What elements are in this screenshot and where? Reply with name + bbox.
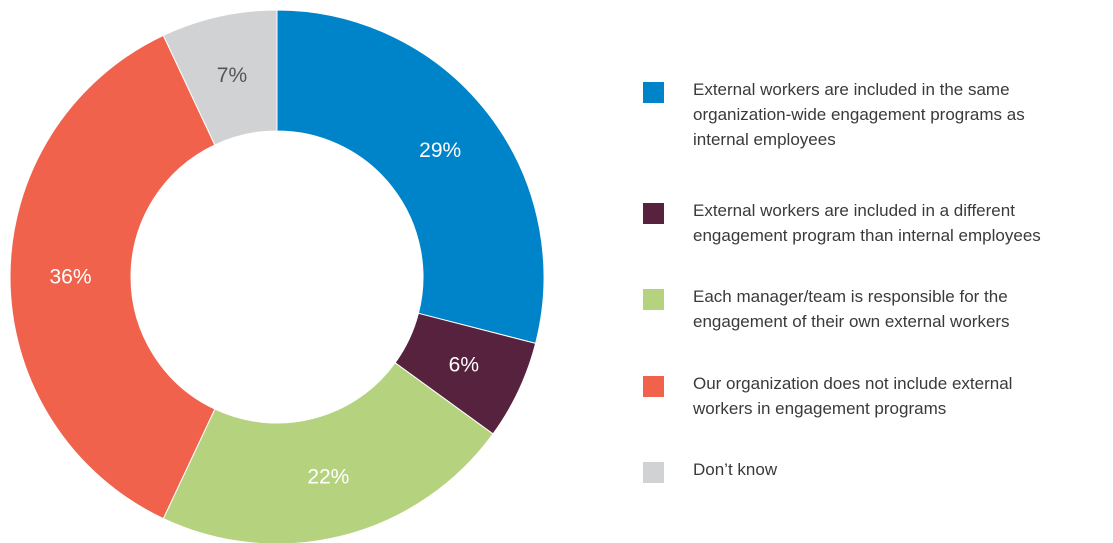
data-label-not-included: 36% (49, 266, 91, 289)
legend-label: Don’t know (693, 457, 1113, 482)
data-label-dont-know: 7% (217, 64, 247, 87)
donut-slice-same-program (276, 9, 545, 345)
data-label-manager-responsible: 22% (307, 466, 349, 489)
legend-label-line: Don’t know (693, 460, 778, 479)
legend-label: External workers are included in the sam… (693, 77, 1113, 152)
legend-swatch (643, 82, 664, 103)
legend-label: Our organization does not include extern… (693, 371, 1113, 421)
legend-label-line: External workers are included in a diffe… (693, 201, 1015, 220)
donut-slice-not-included (9, 34, 216, 520)
legend-swatch (643, 462, 664, 483)
donut-slice-dont-know (162, 9, 278, 146)
legend-label: External workers are included in a diffe… (693, 198, 1113, 248)
legend-label-line: Our organization does not include extern… (693, 374, 1013, 393)
donut-plot: 29% 6% 22% 36% 7% (9, 9, 545, 543)
legend-swatch (643, 376, 664, 397)
legend-label-line: External workers are included in the sam… (693, 80, 1010, 99)
legend-label-line: internal employees (693, 130, 836, 149)
data-label-different-program: 6% (449, 353, 479, 376)
legend-label-line: organization-wide engagement programs as (693, 105, 1025, 124)
legend-label: Each manager/team is responsible for the… (693, 284, 1113, 334)
legend-label-line: engagement of their own external workers (693, 312, 1010, 331)
legend-swatch (643, 203, 664, 224)
legend-label-line: engagement program than internal employe… (693, 226, 1041, 245)
data-label-same-program: 29% (419, 139, 461, 162)
legend-swatch (643, 289, 664, 310)
legend-label-line: workers in engagement programs (693, 399, 947, 418)
legend-label-line: Each manager/team is responsible for the (693, 287, 1008, 306)
donut-slice-manager-responsible (162, 362, 494, 543)
